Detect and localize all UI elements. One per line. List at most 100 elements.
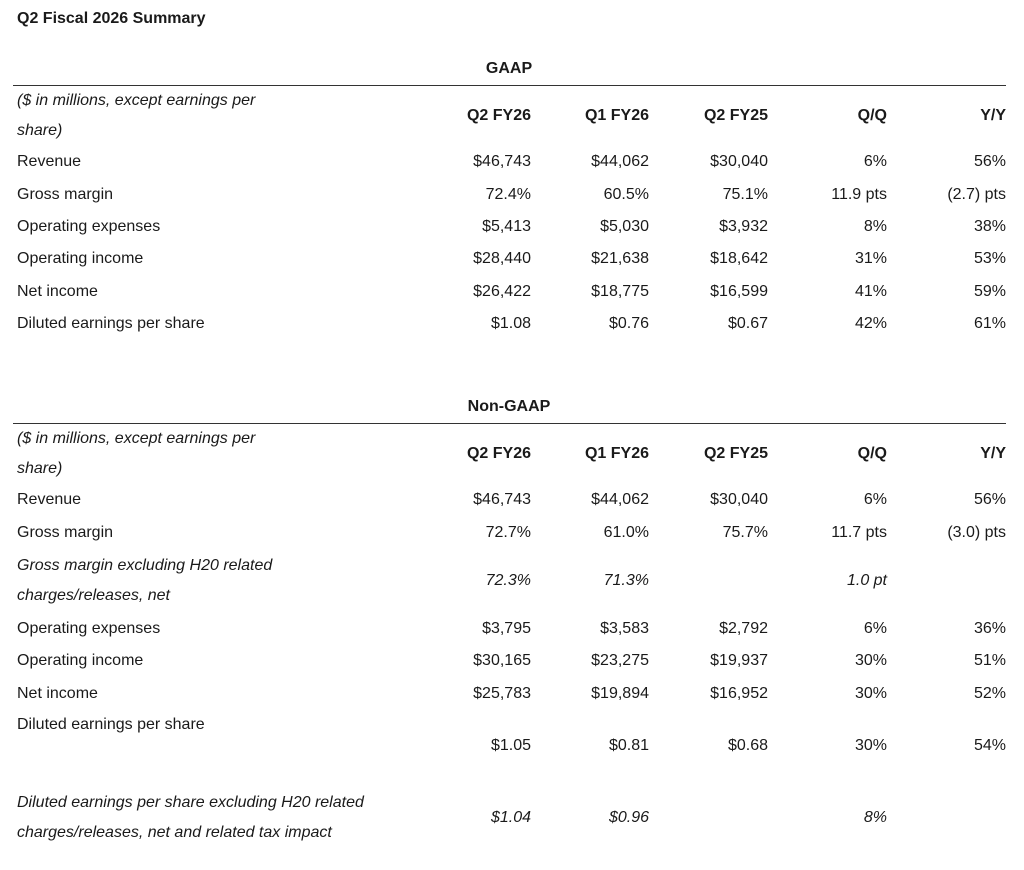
cell-value: 56% [973, 491, 1006, 509]
cell-value: $2,792 [719, 619, 768, 637]
cell-value: 54% [973, 736, 1006, 754]
row-label: Net income [17, 282, 98, 300]
column-header: Q1 FY26 [584, 445, 649, 462]
row-label: Net income [17, 684, 98, 702]
cell-value: $3,932 [719, 217, 768, 235]
page-title: Q2 Fiscal 2026 Summary [17, 10, 206, 27]
cell-value: 72.3% [485, 571, 531, 589]
cell-value: $3,795 [482, 619, 531, 637]
cell-value: 41% [854, 282, 887, 300]
cell-value: $0.81 [608, 736, 649, 754]
cell-value: $18,775 [591, 282, 649, 300]
table-row: Operating income $28,440 $21,638 $18,642 31%… [13, 243, 1006, 275]
table-row: Revenue $46,743 $44,062 $30,040 6% 56% [13, 146, 1006, 178]
cell-value: $30,040 [710, 491, 768, 509]
section-divider [13, 423, 1006, 424]
column-header: Q2 FY26 [466, 445, 531, 462]
row-label: Revenue [17, 153, 82, 171]
cell-value: $5,413 [482, 217, 531, 235]
cell-value: 6% [863, 619, 887, 637]
cell-value: 59% [973, 282, 1006, 300]
gaap-section: GAAP ($ in millions, except earnings per … [13, 59, 1006, 340]
cell-value: 38% [973, 217, 1006, 235]
cell-value: 8% [863, 808, 887, 826]
row-label: Diluted earnings per share [17, 715, 205, 733]
table-row: Diluted earnings per share $1.08 $0.76 $0.6… [13, 308, 1006, 340]
cell-value: $46,743 [473, 153, 531, 171]
cell-value: 30% [854, 736, 887, 754]
section-divider [13, 85, 1006, 86]
cell-value: $25,783 [473, 684, 531, 702]
cell-value: 30% [854, 684, 887, 702]
cell-value: 75.7% [722, 523, 768, 541]
column-header: Q2 FY25 [703, 107, 768, 124]
cell-value: $3,583 [600, 619, 649, 637]
column-header: Y/Y [980, 107, 1006, 124]
cell-value: (2.7) pts [947, 185, 1006, 203]
column-header: Q2 FY25 [703, 445, 768, 462]
row-label: Revenue [17, 491, 82, 509]
column-header: Y/Y [980, 445, 1006, 462]
row-label: Gross margin excluding H20 related charg… [17, 556, 273, 604]
cell-value: 75.1% [722, 185, 768, 203]
cell-value: 11.7 pts [831, 523, 887, 541]
row-label: Gross margin [17, 185, 114, 203]
cell-value: $21,638 [591, 250, 649, 268]
table-row: Revenue $46,743 $44,062 $30,040 6% 56% [13, 484, 1006, 516]
column-header-row: ($ in millions, except earnings per shar… [13, 424, 1006, 484]
column-header-row: ($ in millions, except earnings per shar… [13, 86, 1006, 146]
section-heading: Non-GAAP [13, 397, 1006, 417]
cell-value: $30,165 [473, 652, 531, 670]
cell-value: 71.3% [603, 571, 649, 589]
table-row: Gross margin 72.7% 61.0% 75.7% 11.7 pts (3.0)… [13, 516, 1006, 548]
table-row: Net income $26,422 $18,775 $16,599 41% 59% [13, 276, 1006, 308]
row-label: Operating income [17, 652, 144, 670]
cell-value: $26,422 [473, 282, 531, 300]
cell-value: $0.96 [608, 808, 649, 826]
cell-value: 51% [973, 652, 1006, 670]
section-heading-text: GAAP [485, 60, 533, 77]
cell-value: $1.04 [490, 808, 531, 826]
cell-value: 8% [863, 217, 887, 235]
cell-value: 61% [973, 315, 1006, 333]
table-row: Operating income $30,165 $23,275 $19,937 30%… [13, 645, 1006, 677]
cell-value: 31% [854, 250, 887, 268]
row-label: Gross margin [17, 523, 114, 541]
cell-value: 72.7% [485, 523, 531, 541]
cell-value: $5,030 [600, 217, 649, 235]
non-gaap-section: Non-GAAP ($ in millions, except earnings … [13, 397, 1006, 864]
row-label: Operating expenses [17, 217, 161, 235]
column-header: Q1 FY26 [584, 107, 649, 124]
cell-value: 1.0 pt [846, 571, 887, 589]
section-heading: GAAP [13, 59, 1006, 79]
cell-value: $16,599 [710, 282, 768, 300]
cell-value: $1.08 [490, 315, 531, 333]
cell-value: 52% [973, 684, 1006, 702]
row-label: Operating income [17, 250, 144, 268]
table-row: Operating expenses $5,413 $5,030 $3,932 8% 38… [13, 211, 1006, 243]
row-label: Diluted earnings per share [17, 315, 205, 333]
table-row: Diluted earnings per share excluding H20… [13, 772, 1006, 864]
table-row: Net income $25,783 $19,894 $16,952 30% 52% [13, 678, 1006, 710]
units-note: ($ in millions, except earnings per shar… [17, 430, 256, 477]
cell-value: 42% [854, 315, 887, 333]
cell-value: 36% [973, 619, 1006, 637]
section-heading-text: Non-GAAP [467, 398, 551, 415]
cell-value: 11.9 pts [831, 185, 887, 203]
cell-value: 6% [863, 153, 887, 171]
cell-value: $18,642 [710, 250, 768, 268]
cell-value: 61.0% [603, 523, 649, 541]
cell-value: $19,937 [710, 652, 768, 670]
cell-value: $0.68 [727, 736, 768, 754]
cell-value: $0.76 [608, 315, 649, 333]
row-label: Diluted earnings per share excluding H20… [17, 793, 364, 841]
cell-value: $0.67 [727, 315, 768, 333]
cell-value: $28,440 [473, 250, 531, 268]
cell-value: 56% [973, 153, 1006, 171]
cell-value: 60.5% [603, 185, 649, 203]
table-row: Operating expenses $3,795 $3,583 $2,792 6% 36… [13, 613, 1006, 645]
column-header: Q2 FY26 [466, 107, 531, 124]
table-row: Gross margin 72.4% 60.5% 75.1% 11.9 pts (2.7)… [13, 178, 1006, 210]
cell-value: 53% [973, 250, 1006, 268]
cell-value: $44,062 [591, 491, 649, 509]
